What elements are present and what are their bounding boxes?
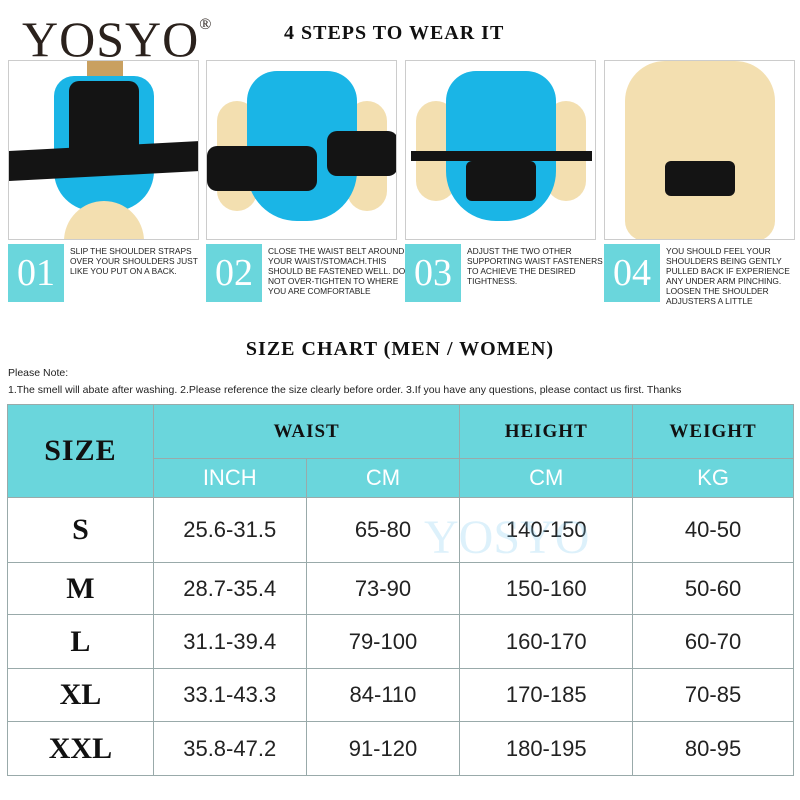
unit-cm: CM [305,458,461,498]
step-text: YOU SHOULD FEEL YOUR SHOULDERS BEING GEN… [666,246,790,306]
cell: 180-195 [459,721,634,776]
size-cell: XL [7,668,154,722]
step-number: 02 [206,244,262,302]
cell: 84-110 [305,668,461,722]
step-number: 01 [8,244,64,302]
size-cell: M [7,562,154,615]
header-height: HEIGHT [459,404,634,459]
table-row: XL 33.1-43.3 84-110 170-185 70-85 [7,668,794,722]
step-text: CLOSE THE WAIST BELT AROUND YOUR WAIST/S… [268,246,406,296]
cell: 50-60 [632,562,794,615]
brand-name: YOSYO [22,11,200,67]
step-number: 03 [405,244,461,302]
cell: 60-70 [632,614,794,669]
step-number: 04 [604,244,660,302]
cell: 35.8-47.2 [152,721,307,776]
cell: 91-120 [305,721,461,776]
unit-inch: INCH [152,458,307,498]
cell: 140-150 [459,497,634,563]
step-text: ADJUST THE TWO OTHER SUPPORTING WAIST FA… [467,246,603,286]
cell: 160-170 [459,614,634,669]
steps-title: 4 STEPS TO WEAR IT [284,22,505,44]
registered-mark: ® [199,16,213,33]
table-row: XXL 35.8-47.2 91-120 180-195 80-95 [7,721,794,776]
brand-logo: YOSYO® [22,10,212,68]
cell: 65-80 [305,497,461,563]
size-cell: XXL [7,721,154,776]
step-image-1 [8,60,199,240]
cell: 79-100 [305,614,461,669]
note-text: 1.The smell will abate after washing. 2.… [8,384,682,396]
unit-cm: CM [459,458,634,498]
header-waist: WAIST [152,404,461,459]
header-size: SIZE [7,404,154,498]
cell: 31.1-39.4 [152,614,307,669]
step-image-2 [206,60,397,240]
step-image-4 [604,60,795,240]
table-row: L 31.1-39.4 79-100 160-170 60-70 [7,614,794,669]
size-cell: S [7,497,154,563]
cell: 150-160 [459,562,634,615]
size-chart-title: SIZE CHART (MEN / WOMEN) [245,338,555,360]
size-table: SIZE WAIST HEIGHT WEIGHT INCH CM CM KG S… [7,404,794,776]
note-label: Please Note: [8,367,69,379]
cell: 33.1-43.3 [152,668,307,722]
cell: 40-50 [632,497,794,563]
step-text: SLIP THE SHOULDER STRAPS OVER YOUR SHOUL… [70,246,198,276]
header-weight: WEIGHT [632,404,794,459]
cell: 170-185 [459,668,634,722]
step-image-3 [405,60,596,240]
size-cell: L [7,614,154,669]
cell: 28.7-35.4 [152,562,307,615]
cell: 25.6-31.5 [152,497,307,563]
unit-kg: KG [632,458,794,498]
cell: 73-90 [305,562,461,615]
table-row: S 25.6-31.5 65-80 140-150 40-50 [7,497,794,563]
cell: 80-95 [632,721,794,776]
cell: 70-85 [632,668,794,722]
table-row: M 28.7-35.4 73-90 150-160 50-60 [7,562,794,615]
